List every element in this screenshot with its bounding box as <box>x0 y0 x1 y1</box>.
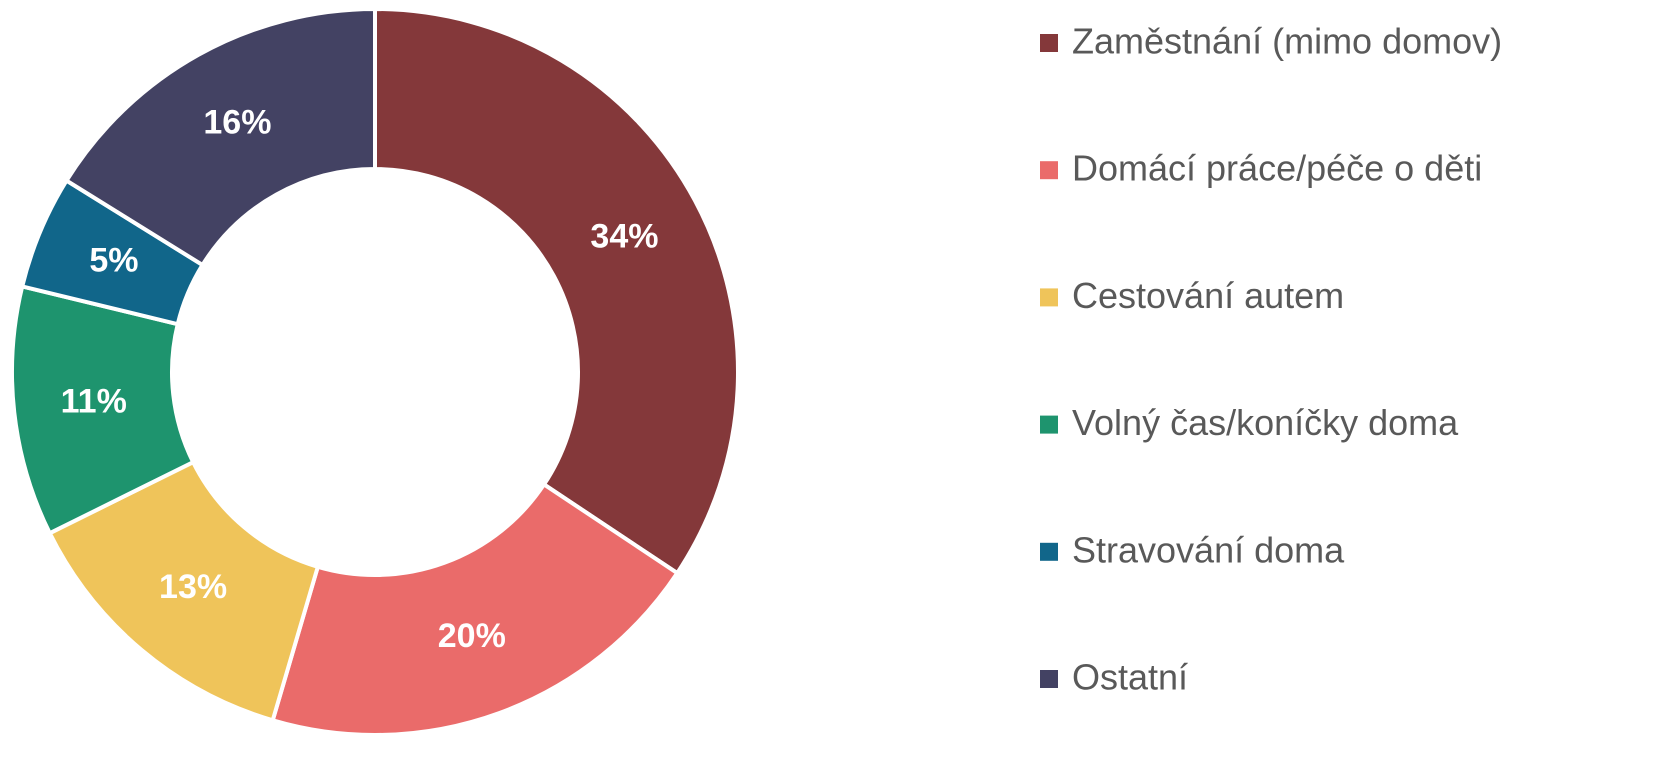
legend-label: Zaměstnání (mimo domov) <box>1072 21 1502 62</box>
donut-slice <box>373 6 740 576</box>
legend-swatch <box>1040 415 1058 434</box>
data-label: 16% <box>203 104 271 142</box>
legend-label: Ostatní <box>1072 657 1188 698</box>
legend-swatch <box>1040 288 1058 307</box>
legend-label: Stravování doma <box>1072 529 1345 570</box>
legend-swatch <box>1040 34 1058 52</box>
data-label: 11% <box>61 382 127 420</box>
legend-swatch <box>1040 542 1058 561</box>
legend-label: Cestování autem <box>1072 275 1344 316</box>
data-label: 13% <box>159 568 227 606</box>
data-label: 5% <box>89 242 138 280</box>
donut-slice <box>63 6 377 268</box>
legend-swatch <box>1040 161 1058 180</box>
data-label: 34% <box>590 217 658 255</box>
legend-label: Domácí práce/péče o děti <box>1072 148 1482 189</box>
donut-slice <box>270 481 680 737</box>
legend-label: Volný čas/koníčky doma <box>1072 402 1459 443</box>
legend-swatch <box>1040 670 1058 688</box>
data-label: 20% <box>438 617 506 655</box>
